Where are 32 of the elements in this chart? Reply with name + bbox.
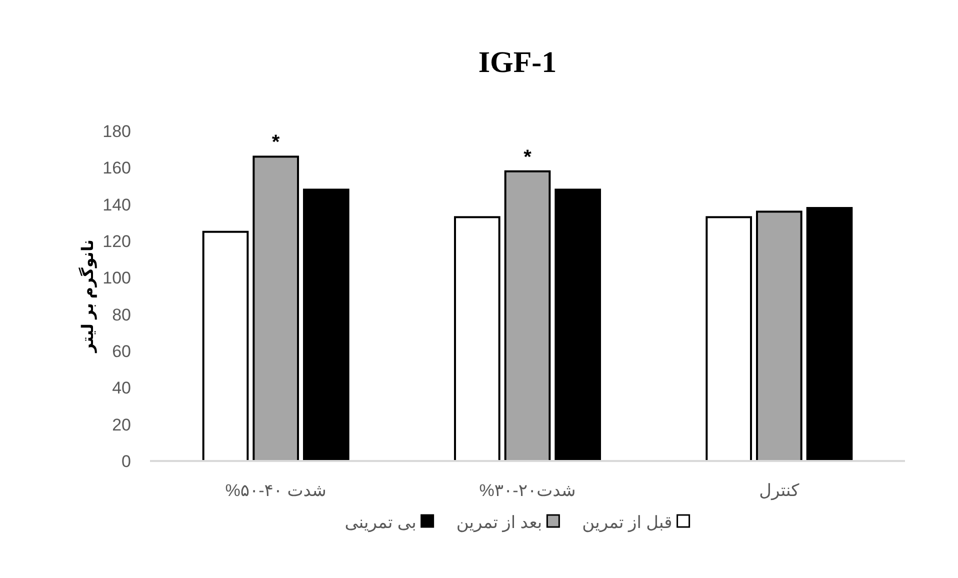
x-tick-label: کنترل [759,481,800,501]
bar [252,156,299,462]
legend-item: بعد از تمرین [456,513,560,532]
y-tick-label: 140 [102,195,131,214]
bar [454,216,500,462]
x-tick-label: شدت۲۰-۳۰% [479,481,576,500]
y-tick-label: 60 [112,342,131,361]
bar [202,230,249,462]
y-tick-label: 100 [102,268,131,288]
legend-item: بی تمرینی [344,513,434,532]
legend-label: بعد از تمرین [456,513,542,533]
y-tick-label: 20 [112,415,131,434]
x-tick-label: شدت ۴۰-۵۰% [225,481,326,500]
y-axis-title: نانوگرم بر لیتر [78,240,97,354]
y-tick-label: 80 [112,305,131,324]
y-tick-label: 120 [102,232,131,251]
bar [756,210,802,462]
legend-label: قبل از تمرین [582,513,672,533]
bar [303,188,350,462]
bar [806,207,853,462]
chart-title: IGF-1 [478,46,557,79]
y-tick-label: 0 [122,452,131,471]
legend-item: قبل از تمرین [582,513,690,532]
annotation: * [524,146,532,168]
bar [554,188,601,462]
y-tick-label: 40 [112,378,131,398]
y-tick-label: 180 [102,122,131,141]
y-tick-label: 160 [102,158,131,178]
legend-label: بی تمرینی [344,513,416,533]
annotation: * [272,132,280,154]
bar [504,170,551,462]
bar [706,216,752,462]
